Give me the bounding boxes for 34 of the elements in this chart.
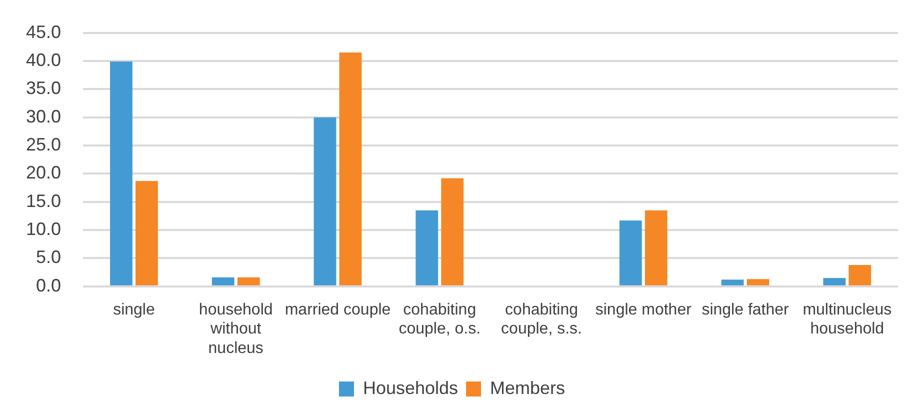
- legend-label: Households: [362, 378, 458, 398]
- legend-label: Members: [490, 378, 566, 398]
- bar: [136, 181, 158, 286]
- bar: [721, 280, 744, 286]
- x-tick-label: multinucleus household: [802, 301, 892, 338]
- bar: [644, 210, 668, 286]
- y-tick-label: 30.0: [26, 106, 62, 126]
- y-tick-label: 15.0: [26, 190, 62, 211]
- y-tick-label: 35.0: [26, 78, 62, 98]
- bar: [441, 178, 464, 286]
- x-tick-label: household without nucleus: [198, 301, 273, 357]
- bar: [848, 264, 872, 286]
- x-tick-label: single father: [702, 301, 790, 318]
- bar: [314, 117, 336, 286]
- y-tick-label: 45.0: [26, 22, 62, 42]
- x-tick-label: single: [113, 301, 155, 318]
- bar: [416, 210, 438, 286]
- y-tick-label: 20.0: [26, 162, 62, 183]
- bar: [110, 62, 132, 286]
- bar: [237, 277, 260, 286]
- bar: [823, 278, 846, 286]
- bar: [619, 220, 642, 286]
- y-tick-label: 5.0: [36, 247, 62, 268]
- bar: [746, 279, 770, 286]
- bar: [212, 277, 234, 286]
- y-tick-label: 10.0: [26, 219, 62, 240]
- x-tick-label: single mother: [595, 301, 692, 318]
- y-tick-label: 40.0: [26, 50, 62, 70]
- x-tick-label: cohabiting couple, s.s.: [501, 301, 582, 338]
- x-tick-label: cohabiting couple, o.s.: [398, 301, 481, 338]
- x-tick-label: married couple: [284, 301, 391, 318]
- y-tick-label: 25.0: [26, 134, 62, 154]
- bar: [339, 52, 362, 286]
- y-tick-label: 0.0: [36, 275, 62, 296]
